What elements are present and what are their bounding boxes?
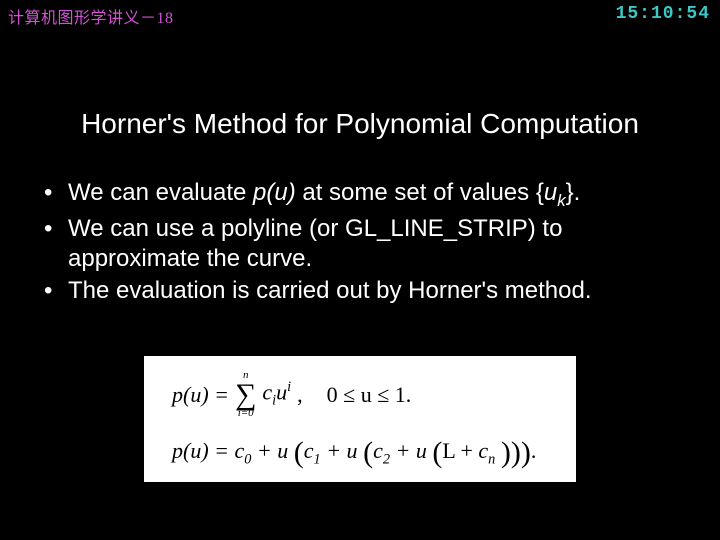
slide-title: Horner's Method for Polynomial Computati… [0,108,720,140]
eq2-ellipsis: L [442,438,455,463]
sigma-icon: ∑ [235,381,256,408]
bullet-1-mid: at some set of values { [296,179,544,206]
eq2-c2: c [373,438,383,463]
equation-2: p(u) = c0 + u (c1 + u (c2 + u (L + cn ))… [172,438,536,468]
formula-box: p(u) = n ∑ i=0 ciui , 0 ≤ u ≤ 1. p(u) = … [144,356,576,482]
lparen-3: ( [432,441,442,465]
lparen-2: ( [363,441,373,465]
bullet-list: We can evaluate p(u) at some set of valu… [40,178,680,308]
sum-lower: i=0 [238,408,254,419]
eq2-c1: c [304,438,314,463]
eq1-lhs: p(u) = [172,382,229,408]
eq2-period: . [531,438,537,463]
bullet-2: We can use a polyline (or GL_LINE_STRIP)… [40,214,680,274]
rparen-2: ) [511,441,521,465]
eq2-cn: c [478,438,488,463]
eq2-pu1: + u [251,438,288,463]
lecture-header: 计算机图形学讲义－18 [8,4,174,28]
eq2-lhs: p(u) = [172,438,235,463]
eq1-c: c [262,379,272,404]
eq2-cn-sub: n [488,451,495,467]
bullet-1-subbase: u [544,179,557,206]
clock-display: 15:10:54 [616,4,710,24]
eq1-u: u [276,379,287,404]
eq2-pu3: + u [390,438,427,463]
rparen-1: ) [521,441,531,465]
bullet-1: We can evaluate p(u) at some set of valu… [40,178,680,212]
eq1-term: ciui [262,379,291,410]
eq1-comma: , [297,382,303,408]
bullet-1-pre: We can evaluate [68,179,253,206]
equation-1: p(u) = n ∑ i=0 ciui , 0 ≤ u ≤ 1. [172,370,411,419]
bullet-1-post: }. [566,179,581,206]
rparen-3: ) [501,441,511,465]
bullet-3: The evaluation is carried out by Horner'… [40,276,680,306]
lparen-1: ( [294,441,304,465]
eq2-pu2: + u [321,438,358,463]
eq1-range: 0 ≤ u ≤ 1. [327,382,412,408]
bullet-1-sub: k [557,191,565,210]
eq2-c0: c [235,438,245,463]
bullet-1-ital: p(u) [253,179,296,206]
eq2-c2-sub: 2 [383,451,390,467]
sigma-sum: n ∑ i=0 [235,370,256,419]
eq2-c1-sub: 1 [314,451,321,467]
eq1-u-sup: i [287,379,291,395]
